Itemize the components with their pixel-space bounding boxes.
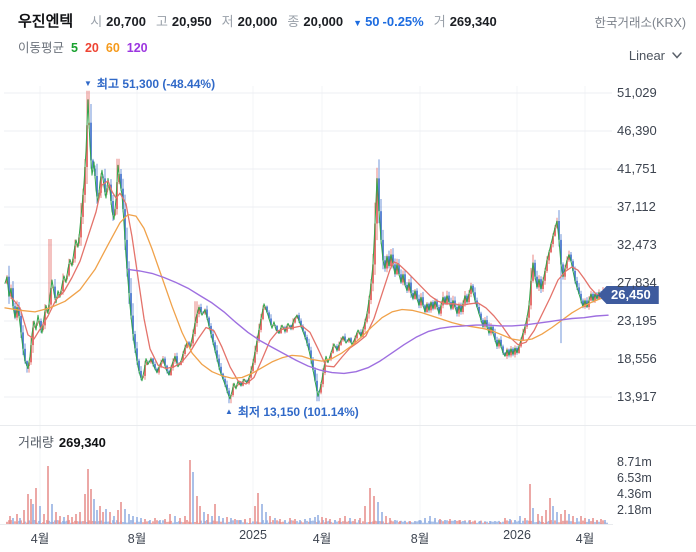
time-axis-label: 4월 [575,532,595,546]
change-value: 50 [365,14,380,29]
low-stat: 저 20,000 [222,11,278,30]
volume-axis-label: 6.53m [617,471,652,485]
exchange-label: 한국거래소(KRX) [594,16,686,30]
high-annotation: ▼ 최고 51,300 (-48.44%) [84,75,215,92]
open-value: 20,700 [106,14,146,29]
change-percent: -0.25% [382,14,424,29]
high-annotation-text: 최고 51,300 (-48.44%) [96,77,216,91]
stock-name: 우진엔텍 [18,13,74,30]
time-axis-label: 2025 [239,528,267,542]
close-stat: 종 20,000 [287,11,343,30]
scale-label: Linear [628,48,665,63]
ma60-legend[interactable]: 60 [105,41,120,55]
time-axis-label: 8월 [127,532,147,546]
time-axis-label: 4월 [30,532,50,546]
price-axis-label: 51,029 [617,85,657,100]
volume-axis-label: 2.18m [617,503,652,517]
price-axis-label: 32,473 [617,237,657,252]
stock-header: 우진엔텍 시 20,700 고 20,950 저 20,000 종 20,000… [18,10,497,31]
price-axis-label: 23,195 [617,313,657,328]
volume-baseline [0,524,613,525]
close-label: 종 [287,14,300,29]
panel-divider [0,425,696,426]
time-axis-label: 8월 [410,532,430,546]
time-axis-label: 2026 [503,528,531,542]
volume-axis-label: 8.71m [617,455,652,469]
ma5-legend[interactable]: 5 [71,41,78,55]
close-value: 20,000 [303,14,344,29]
high-marker-icon: ▼ [84,79,92,88]
price-axis-label: 27,834 [617,275,657,290]
price-change: ▼ 50 -0.25% [353,14,424,29]
time-axis-label: 4월 [312,532,332,546]
low-value: 20,000 [237,14,278,29]
volume-value: 269,340 [449,14,497,29]
volume-panel-value: 269,340 [58,435,106,450]
current-price-badge: 26,450 [598,286,659,304]
volume-stat: 거 269,340 [434,11,497,30]
ma120-legend[interactable]: 120 [126,41,148,55]
high-label: 고 [155,14,168,29]
volume-panel-label: 거래량 [18,435,54,450]
low-annotation: ▲ 최저 13,150 (101.14%) [225,403,359,420]
low-label: 저 [221,14,234,29]
price-axis-label: 41,751 [617,161,657,176]
moving-average-legend: 이동평균 5 20 60 120 [18,37,148,56]
ma20-legend[interactable]: 20 [84,41,99,55]
high-value: 20,950 [171,14,212,29]
down-arrow-icon: ▼ [353,18,363,28]
price-axis-label: 18,556 [617,351,657,366]
chevron-down-icon [672,52,682,59]
price-axis-label: 46,390 [617,123,657,138]
price-axis-label: 13,917 [617,389,657,404]
volume-axis-label: 4.36m [617,487,652,501]
high-stat: 고 20,950 [156,11,212,30]
low-annotation-text: 최저 13,150 (101.14%) [237,405,359,419]
price-axis-label: 37,112 [617,199,656,214]
scale-selector[interactable]: Linear [629,48,682,63]
volume-label: 거 [433,14,446,29]
ma-legend-label: 이동평균 [18,41,65,55]
low-marker-icon: ▲ [225,407,233,416]
volume-panel-header: 거래량 269,340 [18,432,106,451]
open-stat: 시 20,700 [90,11,146,30]
open-label: 시 [90,14,103,29]
